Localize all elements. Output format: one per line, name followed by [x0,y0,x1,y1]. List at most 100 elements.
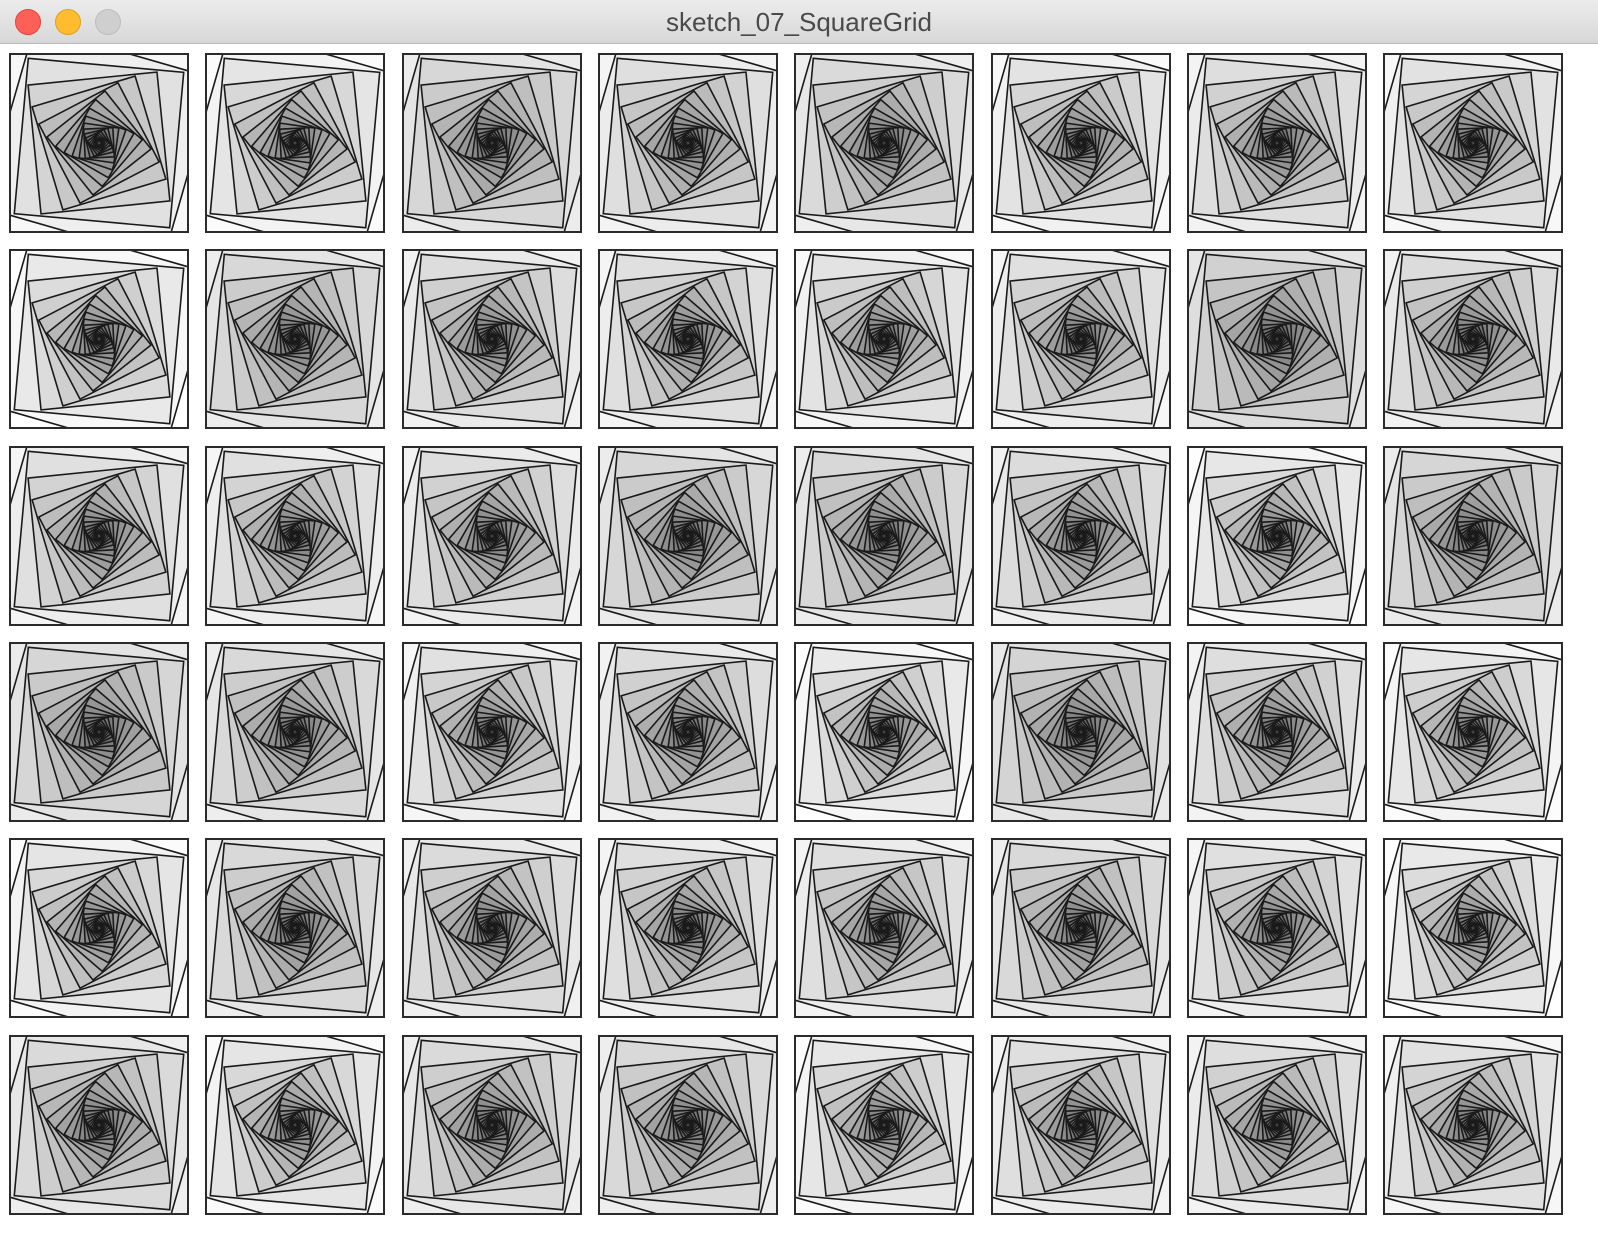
nested-square [1428,1080,1518,1169]
nested-square [95,139,103,147]
nested-square [643,491,733,581]
nested-square [994,253,1167,425]
nested-square [1460,1111,1486,1138]
nested-square [822,474,946,597]
nested-square [95,532,103,540]
nested-square [209,253,381,425]
nested-square [1266,328,1288,350]
nested-square [869,521,899,550]
spiral-tile [9,838,189,1019]
nested-square [438,89,545,197]
nested-square [223,856,368,1000]
spiral-tile [597,641,778,822]
nested-square [480,1113,503,1136]
nested-square [84,913,114,943]
nested-square [45,678,153,786]
nested-square [1067,1111,1094,1138]
nested-square [291,335,299,343]
nested-square [675,130,701,156]
nested-square [677,524,699,547]
nested-square [419,1052,564,1197]
nested-square [259,303,332,376]
nested-square [84,1110,114,1139]
nested-square [831,286,938,393]
nested-square [63,1088,135,1161]
minimize-window-button[interactable] [55,9,81,35]
nested-square [63,892,135,965]
spiral-tile [9,445,189,626]
close-window-button[interactable] [15,9,41,35]
nested-square [1008,71,1153,215]
nested-square [403,447,580,624]
nested-square [1419,89,1527,197]
nested-square [1387,842,1559,1014]
nested-square [207,251,384,428]
nested-square [839,687,929,777]
title-bar[interactable]: sketch_07_SquareGrid [0,0,1598,44]
nested-square [992,251,1169,428]
nested-square [1008,856,1153,1000]
nested-square [1066,913,1095,943]
nested-square [1385,447,1562,624]
nested-square [447,491,537,581]
nested-square [616,267,760,412]
nested-square [45,286,153,393]
spiral-squares-graphic [992,55,1169,231]
nested-square [282,326,309,353]
spiral-tile [1186,445,1367,626]
zoom-window-button[interactable] [95,9,121,35]
nested-square [634,678,742,786]
nested-square [1385,251,1562,428]
nested-square [455,1088,528,1161]
nested-square [798,450,970,622]
nested-square [1458,1110,1488,1139]
spiral-tile [1186,641,1367,822]
nested-square [223,660,368,804]
nested-square [430,1063,553,1186]
nested-square [447,883,537,973]
nested-square [1188,1036,1365,1213]
nested-square [873,524,895,547]
nested-square [1458,913,1488,943]
nested-square [675,915,701,941]
nested-square [88,132,110,154]
nested-square [1428,98,1518,188]
nested-square [419,71,564,215]
nested-square [478,522,505,549]
spiral-squares-graphic [599,447,776,624]
nested-square [1462,524,1484,547]
spiral-tile [990,445,1171,626]
nested-square [95,1121,103,1128]
nested-square [1262,324,1292,354]
nested-square [1067,915,1094,941]
nested-square [1266,1113,1288,1136]
nested-square [880,139,888,147]
nested-square [626,278,750,401]
spiral-squares-graphic [796,447,973,624]
nested-square [1437,499,1510,572]
nested-square [616,71,760,215]
nested-square [871,326,897,353]
nested-square [871,130,897,156]
nested-square [599,643,776,820]
nested-square [234,81,357,205]
nested-square [643,1080,733,1169]
nested-square [250,687,340,777]
nested-square [207,447,384,624]
nested-square [1067,130,1094,156]
nested-square [11,840,187,1017]
spiral-squares-graphic [207,643,384,820]
nested-square [839,491,929,581]
nested-square [1191,253,1363,425]
nested-square [406,253,578,425]
nested-square [1411,1063,1535,1186]
nested-square [259,107,332,179]
nested-square [1027,1071,1134,1178]
nested-square [1460,915,1486,941]
nested-square [684,532,692,540]
nested-square [1069,1113,1092,1136]
nested-square [1188,447,1365,624]
nested-square [1066,128,1095,158]
nested-square [1387,253,1559,425]
nested-square [869,128,899,158]
